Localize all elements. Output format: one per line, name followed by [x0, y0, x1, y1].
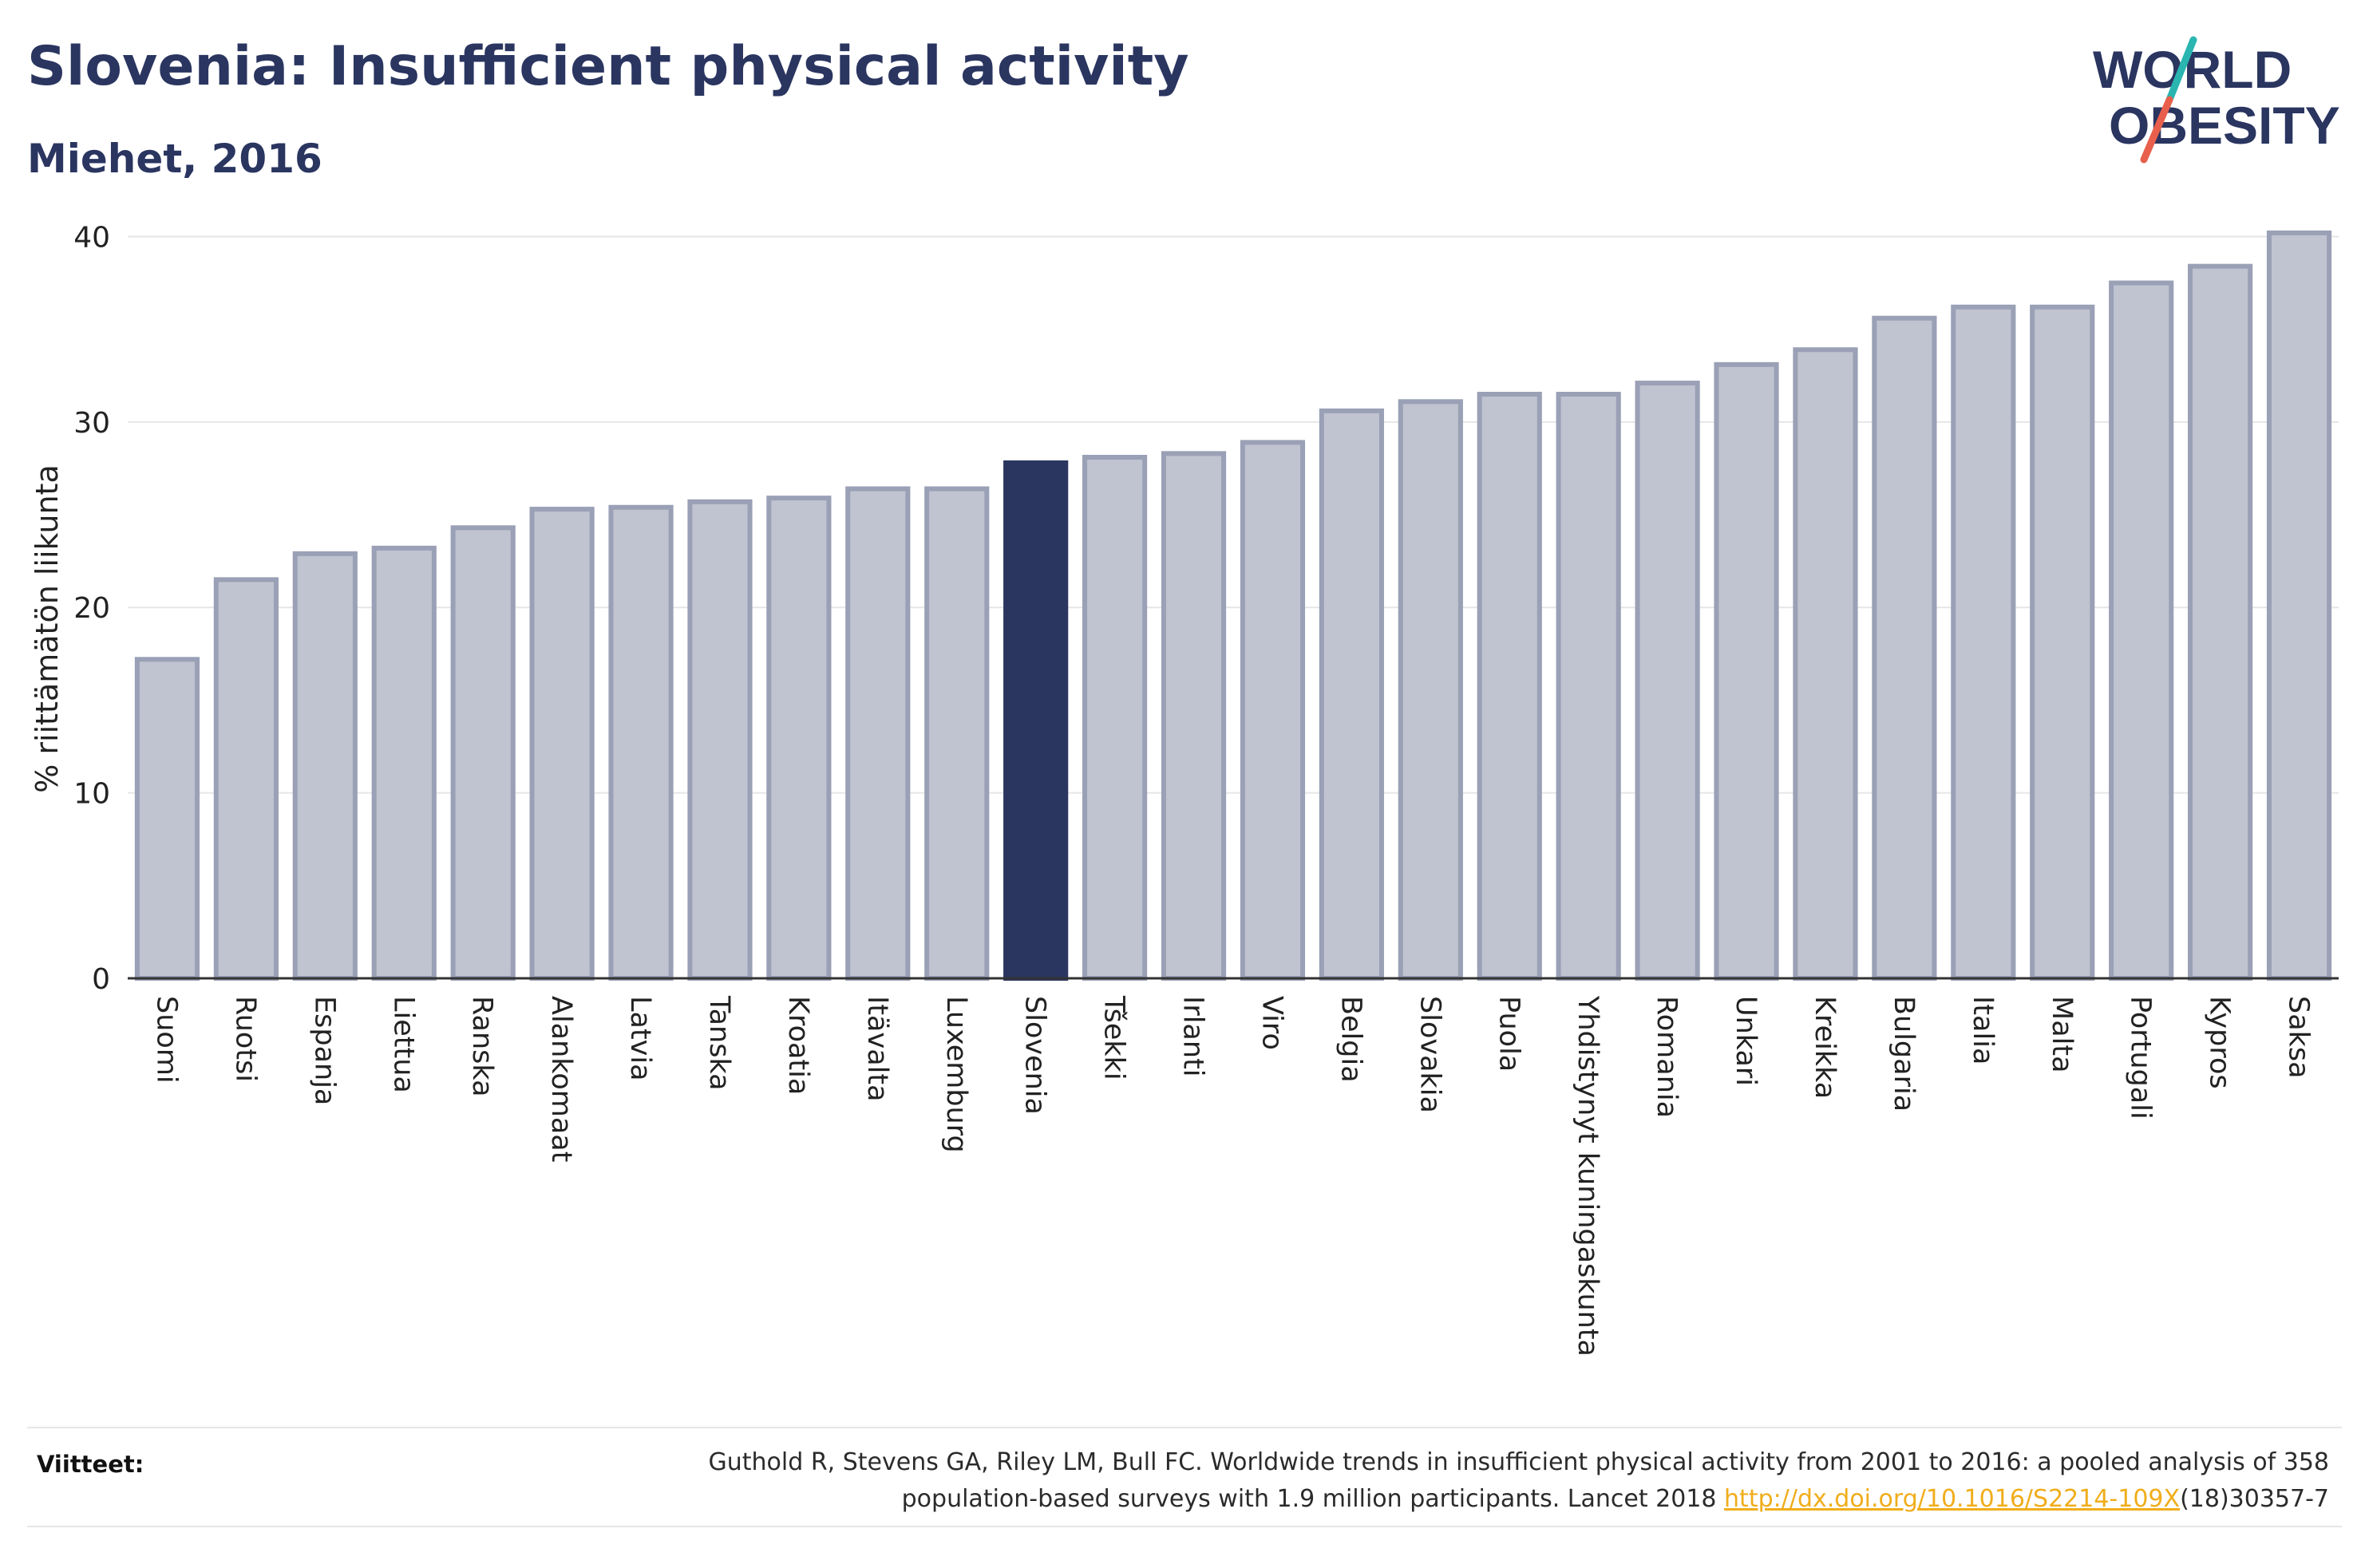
bar-ruotsi [213, 577, 279, 981]
references-text: Guthold R, Stevens GA, Riley LM, Bull FC… [493, 1444, 2329, 1518]
bar-luxemburg [924, 486, 990, 981]
reference-line-2-start: population-based surveys with 1.9 millio… [901, 1485, 1725, 1513]
y-axis-title: % riittämätön liikunta [30, 464, 65, 793]
x-tick-label: Slovakia [1414, 996, 1445, 1113]
bar-yhdistynyt-kuningaskunta [1556, 392, 1621, 981]
x-tick-label: Portugali [2125, 996, 2157, 1120]
bar-puola [1477, 392, 1542, 981]
y-tick-label: 0 [92, 963, 110, 996]
x-tick-label: Italia [1967, 996, 1999, 1064]
bar-itävalta [845, 486, 911, 981]
bar-malta [2030, 304, 2095, 981]
x-tick-label: Kreikka [1809, 996, 1841, 1099]
bar-bulgaria [1872, 315, 1937, 981]
x-tick-label: Alankomaat [545, 996, 577, 1162]
bar-kroatia [766, 496, 832, 981]
bar-liettua [371, 545, 437, 981]
bar-espanja [292, 551, 358, 981]
y-tick-label: 10 [73, 778, 110, 811]
x-tick-label: Slovenia [1019, 996, 1051, 1115]
x-tick-label: Luxemburg [940, 996, 972, 1153]
x-tick-label: Tanska [703, 995, 735, 1091]
chart-title: Slovenia: Insufficient physical activity [27, 35, 1189, 98]
bar-ranska [450, 525, 516, 981]
bar-alankomaat [529, 507, 595, 981]
x-tick-label: Viro [1256, 996, 1287, 1050]
x-tick-label: Itävalta [861, 996, 893, 1102]
bar-italia [1951, 304, 2016, 981]
x-tick-label: Latvia [624, 996, 656, 1081]
x-tick-label: Puola [1493, 996, 1525, 1072]
bar-unkari [1714, 361, 1779, 981]
bar-slovenia [1003, 460, 1069, 981]
bar-viro [1240, 440, 1306, 981]
x-tick-label: Espanja [308, 996, 340, 1105]
bar-chart: 0 10 20 30 40 % riittämätön liikunta Suomi Ruot… [30, 221, 2339, 1357]
bar-irlanti [1161, 451, 1227, 981]
x-tick-label: Ruotsi [229, 996, 261, 1082]
y-tick-label: 40 [73, 221, 110, 254]
x-tick-label: Yhdistynyt kuningaskunta [1572, 995, 1604, 1357]
footer-divider-bottom [27, 1526, 2342, 1527]
x-tick-label: Kypros [2204, 996, 2236, 1089]
x-tick-label: Kroatia [782, 996, 814, 1095]
bar-belgia [1319, 408, 1384, 981]
bar-tanska [687, 499, 753, 981]
reference-line-1: Guthold R, Stevens GA, Riley LM, Bull FC… [708, 1448, 2329, 1476]
bar-kypros [2188, 263, 2253, 981]
x-tick-label: Suomi [150, 996, 182, 1084]
x-tick-label: Bulgaria [1888, 996, 1920, 1112]
x-tick-label: Ranska [466, 996, 498, 1097]
bar-saksa [2266, 230, 2332, 981]
x-tick-label: Liettua [387, 996, 419, 1093]
y-tick-label: 30 [73, 407, 110, 440]
reference-line-2: population-based surveys with 1.9 millio… [493, 1481, 2329, 1518]
bar-suomi [134, 657, 200, 981]
bar-latvia [608, 504, 674, 981]
reference-line-2-end: (18)30357-7 [2180, 1485, 2329, 1513]
bar-kreikka [1793, 347, 1858, 981]
x-tick-label: Belgia [1335, 996, 1366, 1083]
bar-romania [1635, 381, 1700, 981]
world-obesity-logo: WORLD OBESITY [2093, 36, 2340, 164]
x-tick-label: Romania [1651, 996, 1683, 1118]
reference-doi-link[interactable]: http://dx.doi.org/10.1016/S2214-109X [1724, 1485, 2181, 1513]
references-label: Viitteet: [37, 1451, 144, 1478]
footer-divider-top [27, 1427, 2342, 1428]
bar-slovakia [1398, 399, 1463, 981]
bar-tšekki [1082, 455, 1148, 981]
x-tick-label: Tšekki [1098, 995, 1130, 1080]
chart-subtitle: Miehet, 2016 [27, 136, 322, 182]
x-tick-label: Malta [2046, 996, 2078, 1073]
y-tick-label: 20 [73, 592, 110, 625]
bar-portugali [2109, 280, 2174, 981]
x-tick-label: Irlanti [1177, 996, 1209, 1077]
logo-slash-top [2165, 36, 2197, 104]
x-tick-label: Unkari [1730, 996, 1762, 1086]
logo-slash-bottom [2140, 96, 2173, 164]
x-tick-label: Saksa [2283, 996, 2315, 1079]
